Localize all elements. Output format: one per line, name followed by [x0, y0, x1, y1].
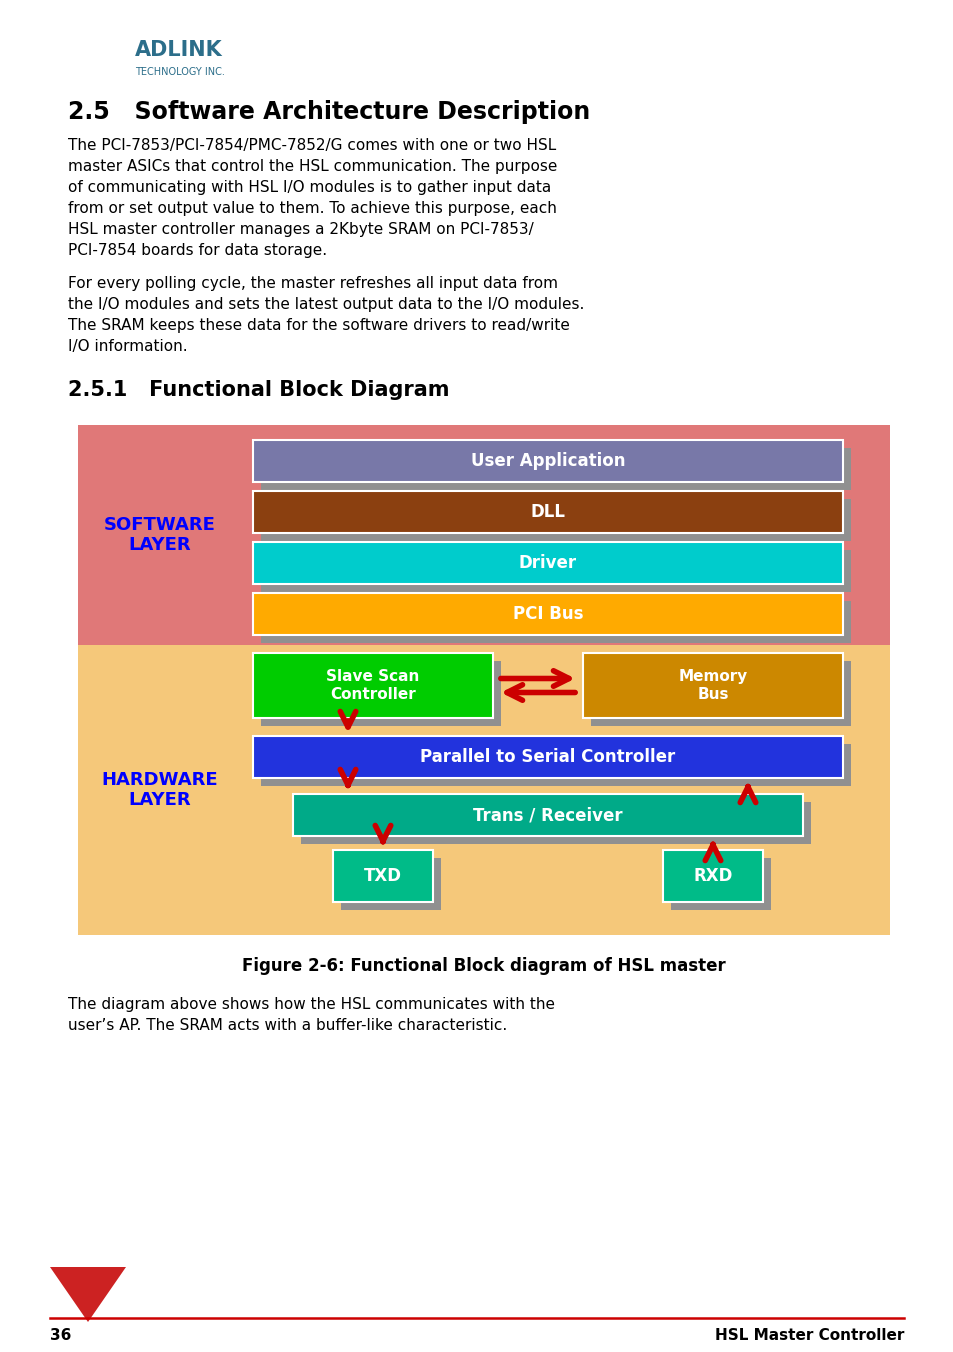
Text: TECHNOLOGY INC.: TECHNOLOGY INC.: [135, 68, 225, 77]
Text: Driver: Driver: [518, 554, 577, 572]
Text: I/O information.: I/O information.: [68, 339, 188, 354]
Text: HSL Master Controller: HSL Master Controller: [714, 1328, 903, 1343]
Text: Trans / Receiver: Trans / Receiver: [473, 806, 622, 823]
Text: the I/O modules and sets the latest output data to the I/O modules.: the I/O modules and sets the latest outp…: [68, 297, 584, 312]
Text: The PCI-7853/PCI-7854/PMC-7852/G comes with one or two HSL: The PCI-7853/PCI-7854/PMC-7852/G comes w…: [68, 138, 556, 153]
Text: Figure 2-6: Functional Block diagram of HSL master: Figure 2-6: Functional Block diagram of …: [242, 957, 725, 975]
Text: RXD: RXD: [693, 867, 732, 886]
FancyBboxPatch shape: [293, 794, 802, 836]
Text: Memory
Bus: Memory Bus: [678, 669, 747, 702]
FancyBboxPatch shape: [590, 661, 850, 726]
FancyBboxPatch shape: [582, 653, 842, 718]
FancyBboxPatch shape: [253, 491, 842, 533]
FancyBboxPatch shape: [253, 653, 493, 718]
FancyBboxPatch shape: [253, 735, 842, 777]
FancyBboxPatch shape: [301, 802, 810, 844]
FancyBboxPatch shape: [261, 602, 850, 644]
Text: 2.5   Software Architecture Description: 2.5 Software Architecture Description: [68, 100, 590, 124]
FancyBboxPatch shape: [78, 645, 889, 936]
FancyBboxPatch shape: [261, 744, 850, 786]
Text: The diagram above shows how the HSL communicates with the: The diagram above shows how the HSL comm…: [68, 996, 555, 1013]
Text: The SRAM keeps these data for the software drivers to read/write: The SRAM keeps these data for the softwa…: [68, 318, 569, 333]
FancyBboxPatch shape: [261, 448, 850, 489]
Text: 36: 36: [50, 1328, 71, 1343]
Text: TXD: TXD: [364, 867, 401, 886]
Text: 2.5.1   Functional Block Diagram: 2.5.1 Functional Block Diagram: [68, 380, 449, 400]
Text: ADLINK: ADLINK: [135, 41, 222, 59]
Text: user’s AP. The SRAM acts with a buffer-like characteristic.: user’s AP. The SRAM acts with a buffer-l…: [68, 1018, 507, 1033]
Text: Parallel to Serial Controller: Parallel to Serial Controller: [420, 748, 675, 767]
Text: DLL: DLL: [530, 503, 565, 521]
Text: from or set output value to them. To achieve this purpose, each: from or set output value to them. To ach…: [68, 201, 557, 216]
Text: HSL master controller manages a 2Kbyte SRAM on PCI-7853/: HSL master controller manages a 2Kbyte S…: [68, 222, 533, 237]
Text: HARDWARE
LAYER: HARDWARE LAYER: [102, 771, 218, 810]
Text: PCI Bus: PCI Bus: [512, 604, 582, 623]
FancyBboxPatch shape: [261, 661, 500, 726]
Text: PCI-7854 boards for data storage.: PCI-7854 boards for data storage.: [68, 243, 327, 258]
FancyBboxPatch shape: [261, 550, 850, 592]
FancyBboxPatch shape: [253, 594, 842, 635]
FancyBboxPatch shape: [261, 499, 850, 541]
FancyBboxPatch shape: [253, 439, 842, 483]
FancyBboxPatch shape: [662, 850, 762, 902]
Text: Slave Scan
Controller: Slave Scan Controller: [326, 669, 419, 702]
Polygon shape: [50, 1267, 126, 1322]
Text: master ASICs that control the HSL communication. The purpose: master ASICs that control the HSL commun…: [68, 160, 557, 174]
FancyBboxPatch shape: [670, 859, 770, 910]
Text: For every polling cycle, the master refreshes all input data from: For every polling cycle, the master refr…: [68, 276, 558, 291]
FancyBboxPatch shape: [253, 542, 842, 584]
Text: SOFTWARE
LAYER: SOFTWARE LAYER: [104, 515, 215, 554]
FancyBboxPatch shape: [340, 859, 440, 910]
Text: User Application: User Application: [470, 452, 624, 470]
FancyBboxPatch shape: [333, 850, 433, 902]
FancyBboxPatch shape: [78, 425, 889, 645]
Text: of communicating with HSL I/O modules is to gather input data: of communicating with HSL I/O modules is…: [68, 180, 551, 195]
